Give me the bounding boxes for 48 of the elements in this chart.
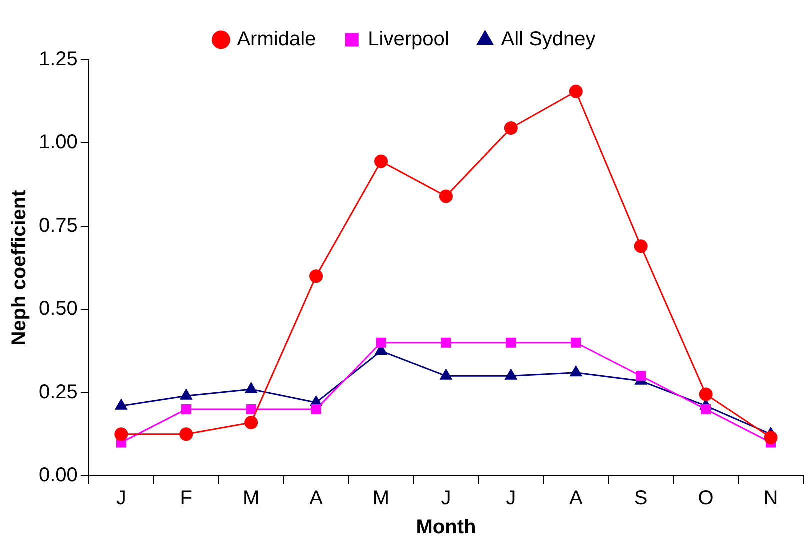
point [505,369,518,380]
point [764,430,778,444]
point [440,369,452,380]
y-tick-label: 0.75 [38,214,78,237]
point [310,270,324,284]
point [506,338,516,348]
point [699,388,713,402]
y-axis-title: Neph coefficient [8,190,31,346]
point [701,404,712,414]
point [114,428,128,442]
x-tick-label: J [506,488,516,510]
point [569,84,583,98]
point [439,190,453,204]
point [115,399,128,410]
legend-label: All Sydney [501,28,596,51]
point [311,404,322,414]
x-tick-label: M [372,488,390,510]
x-tick-label: A [310,488,324,510]
y-tick-label: 0.25 [38,381,78,404]
x-tick-label: A [569,488,584,510]
point [180,428,194,442]
point [441,338,452,348]
x-tick-label: J [441,488,452,510]
point [245,382,258,394]
point [180,389,192,400]
point [634,240,648,254]
x-axis-title: Month [416,516,476,539]
point [504,121,518,135]
point [374,154,388,168]
x-tick-label: M [242,488,260,510]
point [246,404,256,414]
point [244,416,258,430]
x-tick-label: N [764,488,778,510]
legend-label: Armidale [237,28,316,51]
point [181,404,192,414]
point [376,338,386,348]
point [636,371,646,382]
x-tick-label: O [698,488,714,510]
point [571,338,582,348]
point [570,366,582,377]
y-tick-label: 0.00 [38,464,78,487]
y-tick-label: 0.50 [38,298,78,320]
legend-label: Liverpool [368,28,450,51]
x-tick-label: J [116,488,126,510]
y-tick-label: 1.00 [38,132,78,154]
x-tick-label: S [634,488,648,510]
x-tick-label: F [180,488,192,510]
y-tick-label: 1.25 [38,48,78,71]
